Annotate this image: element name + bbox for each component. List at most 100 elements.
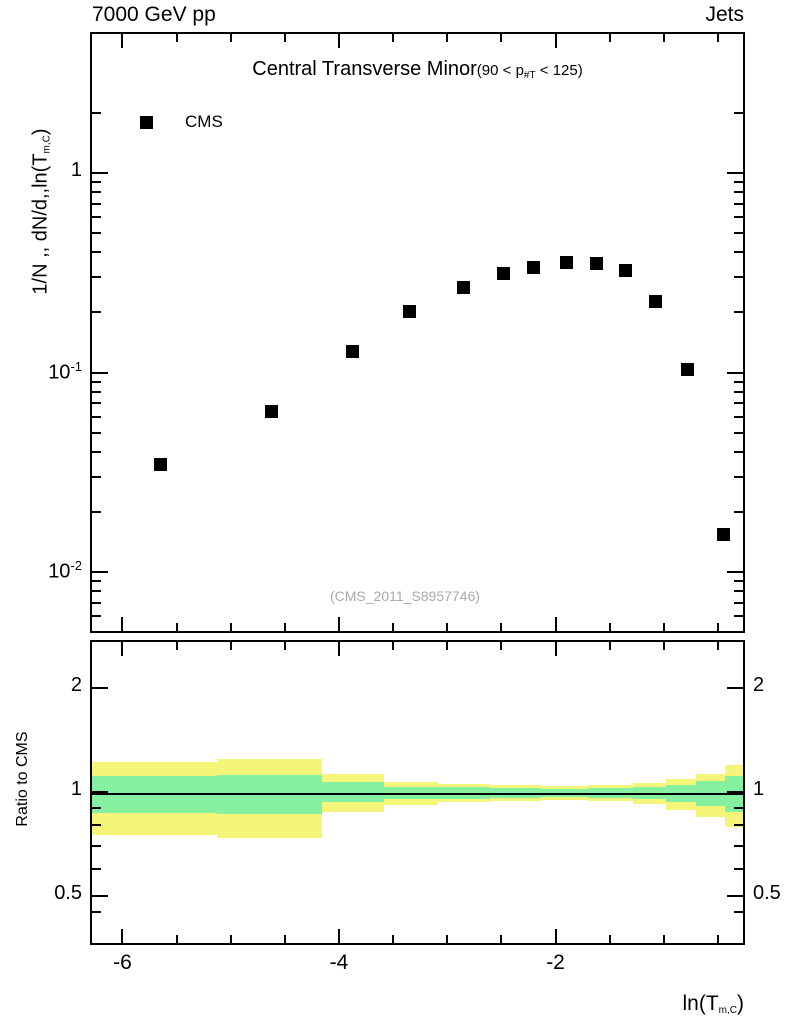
x-axis-minor-tick-top [446, 34, 449, 42]
y-axis-minor-tick [92, 380, 101, 383]
y-axis-minor-tick [92, 415, 101, 418]
y-axis-minor-tick [92, 450, 101, 453]
x-axis-major-tick-top [554, 34, 557, 48]
y-axis-major-tick [92, 571, 108, 573]
ratio-x-minor-tick-top [662, 642, 665, 650]
x-axis-minor-tick-bottom [175, 623, 178, 631]
plot-title-condition-post: < 125) [535, 62, 583, 79]
ratio-band-inner [541, 788, 588, 798]
data-point-marker [590, 256, 604, 270]
ratio-x-minor-tick-bottom [716, 935, 719, 943]
ratio-x-minor-tick-bottom [229, 935, 232, 943]
legend-label-cms: CMS [185, 112, 223, 131]
y-axis-title-sub: m,C [41, 135, 53, 154]
ratio-x-minor-tick-top [392, 642, 395, 650]
x-axis-tick-label: -6 [113, 951, 132, 974]
x-axis-tick-label: -4 [329, 951, 349, 974]
y-axis-minor-tick [92, 402, 101, 405]
ratio-x-minor-tick-top [283, 642, 286, 650]
x-axis-minor-tick-top [283, 34, 286, 42]
y-axis-minor-tick [92, 601, 101, 604]
y-axis-major-tick [92, 371, 108, 374]
y-axis-minor-tick-right [734, 251, 743, 254]
plot-title-condition-sub: #T [523, 70, 536, 81]
y-axis-minor-tick-right [734, 450, 743, 453]
x-axis-minor-tick-top [500, 34, 503, 42]
x-axis-minor-tick-top [229, 34, 232, 42]
ratio-x-minor-tick-top [175, 642, 178, 650]
y-axis-minor-tick-right [734, 402, 743, 405]
ratio-y-minor-tick-right [734, 806, 743, 809]
legend-marker-cms [140, 115, 153, 129]
y-axis-minor-tick-right [734, 390, 743, 393]
y-axis-minor-tick-right [734, 216, 743, 219]
x-axis-minor-tick-top [175, 34, 178, 42]
ratio-x-minor-tick-bottom [662, 935, 665, 943]
ratio-y-minor-tick-right [734, 867, 743, 870]
data-point-marker [527, 261, 541, 275]
y-axis-major-tick-right [727, 371, 743, 374]
ratio-x-major-tick-bottom [554, 929, 557, 943]
ratio-x-major-tick-top [554, 642, 557, 656]
ratio-x-minor-tick-bottom [608, 935, 611, 943]
y-axis-minor-tick [92, 202, 101, 205]
y-axis-minor-tick-right [734, 111, 743, 114]
y-axis-minor-tick [92, 390, 101, 393]
x-axis-minor-tick-top [662, 34, 665, 42]
ratio-x-minor-tick-bottom [500, 935, 503, 943]
y-axis-minor-tick-right [734, 590, 743, 593]
y-axis-minor-tick-right [734, 202, 743, 205]
ratio-x-major-tick-bottom [338, 929, 340, 943]
y-axis-minor-tick-right [734, 232, 743, 235]
x-axis-minor-tick-top [608, 34, 611, 42]
ratio-y-major-tick [92, 791, 108, 793]
ratio-x-major-tick-bottom [121, 929, 124, 943]
ratio-y-major-tick [92, 895, 108, 897]
ratio-band-inner [490, 788, 542, 798]
x-axis-title-end: ) [737, 992, 744, 1015]
ratio-y-minor-tick [92, 867, 101, 870]
data-point-marker [619, 263, 633, 277]
x-axis-minor-tick-bottom [500, 623, 503, 631]
y-axis-minor-tick [92, 181, 101, 184]
y-axis-minor-tick-right [734, 181, 743, 184]
header-left-label: 7000 GeV pp [92, 3, 216, 26]
y-axis-title: 1/N ,, dN/d,,ln(Tm,C) [30, 87, 53, 337]
x-axis-title: ln(Tm,C) [682, 992, 744, 1016]
y-axis-tick-label: 10-2 [48, 558, 82, 583]
y-axis-tick-label: 10-1 [48, 358, 82, 384]
x-axis-title-main: ln(T [682, 992, 719, 1015]
main-plot-panel [90, 32, 745, 633]
x-axis-minor-tick-bottom [283, 623, 286, 631]
x-axis-minor-tick-bottom [229, 623, 232, 631]
ratio-x-minor-tick-bottom [283, 935, 286, 943]
ratio-x-minor-tick-top [229, 642, 232, 650]
x-axis-minor-tick-bottom [392, 623, 395, 631]
ratio-y-tick-label-left: 0.5 [54, 882, 82, 904]
ratio-y-tick-label-left: 1 [70, 778, 82, 800]
x-axis-minor-tick-top [716, 34, 719, 42]
ratio-band-inner [438, 787, 491, 799]
y-axis-minor-tick [92, 232, 101, 235]
x-axis-minor-tick-bottom [716, 623, 719, 631]
y-axis-minor-tick-right [734, 580, 743, 583]
ratio-y-minor-tick [92, 910, 101, 913]
legend: CMS [140, 112, 223, 132]
x-axis-title-sub: m,C [718, 1005, 737, 1016]
data-point-marker [559, 256, 573, 270]
y-axis-major-tick-right [727, 571, 743, 573]
ratio-y-minor-tick [92, 824, 101, 827]
ratio-x-minor-tick-top [446, 642, 449, 650]
data-point-marker [402, 304, 416, 318]
data-point-marker [265, 404, 279, 418]
ratio-x-minor-tick-top [500, 642, 503, 650]
ratio-y-minor-tick-right [734, 824, 743, 827]
plot-title-condition-pre: (90 < p [476, 62, 524, 79]
ratio-band-inner [321, 782, 385, 803]
y-axis-minor-tick-right [734, 510, 743, 513]
y-axis-minor-tick [92, 216, 101, 219]
ratio-x-major-tick-top [121, 642, 124, 656]
ratio-plot-panel [90, 640, 745, 945]
ratio-reference-line [92, 793, 743, 795]
plot-title-main: Central Transverse Minor [252, 58, 477, 80]
